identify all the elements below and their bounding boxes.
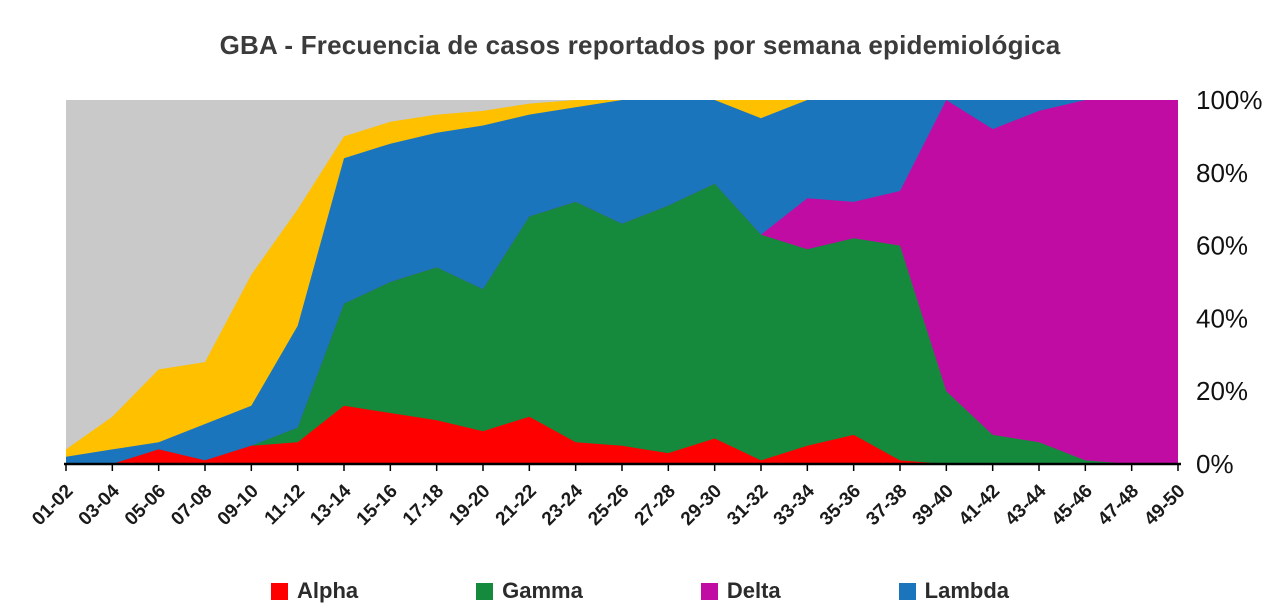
area-Gamma [66,183,1178,464]
chart-title: GBA - Frecuencia de casos reportados por… [219,30,1061,60]
x-axis-label: 07-08 [167,481,216,530]
x-axis-label: 39-40 [909,481,958,530]
y-axis-label: 100% [1196,85,1263,115]
legend-label: Gamma [502,578,583,603]
x-axis-label: 13-14 [306,480,356,530]
x-axis-label: 15-16 [353,481,402,530]
x-axis-label: 01-02 [28,481,77,530]
x-axis-label: 09-10 [214,481,263,530]
x-axis-label: 11-12 [261,481,309,529]
x-axis-label: 17-18 [399,481,448,530]
area-Alpha [66,405,1178,464]
x-axis-label: 49-50 [1140,481,1189,530]
legend-label: Delta [726,578,781,603]
legend-swatch-icon [898,582,916,600]
x-axis-label: 37-38 [862,481,911,530]
y-axis-label: 40% [1196,303,1248,333]
legend-swatch-icon [271,582,288,600]
legend-label: Alpha [297,578,359,603]
legend-item-alpha: Alpha [271,578,358,604]
x-axis-label: 45-46 [1048,481,1097,530]
x-axis-label: 41-42 [955,481,1004,530]
legend-swatch-icon [700,582,718,600]
x-axis-label: 35-36 [816,481,865,530]
legend-swatch-icon [476,582,494,600]
legend: Alpha Gamma Delta Lambda [0,578,1280,604]
legend-item-gamma: Gamma [476,578,583,604]
x-axis-label: 23-24 [538,480,588,530]
x-axis-label: 27-28 [631,481,680,530]
x-axis-label: 29-30 [677,481,726,530]
y-axis-label: 60% [1196,231,1248,261]
legend-item-lambda: Lambda [898,578,1009,604]
x-axis-label: 47-48 [1094,481,1143,530]
y-axis-label: 20% [1196,376,1248,406]
legend-label: Lambda [924,578,1009,603]
x-axis-label: 19-20 [445,481,494,530]
x-axis-label: 21-22 [492,481,541,530]
y-axis-label: 0% [1196,449,1234,479]
x-axis-label: 43-44 [1001,480,1051,530]
x-axis-label: 05-06 [121,481,170,530]
y-axis-label: 80% [1196,158,1248,188]
x-axis-label: 25-26 [584,481,633,530]
legend-item-delta: Delta [700,578,781,604]
x-axis-label: 33-34 [770,480,820,530]
x-axis-label: 03-04 [75,480,125,530]
x-axis-label: 31-32 [723,481,772,530]
